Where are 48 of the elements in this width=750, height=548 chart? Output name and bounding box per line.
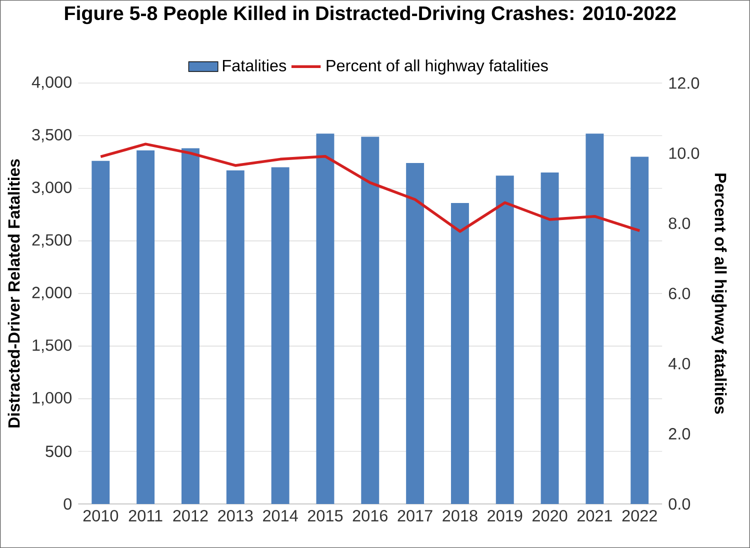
y2-tick-label: 12.0 — [669, 77, 700, 89]
bar — [586, 134, 604, 504]
y-tick-label: 1,500 — [32, 339, 72, 353]
y2-tick-label: 10.0 — [669, 147, 700, 159]
chart-title: Figure 5-8 People Killed in Distracted-Driving Crashes: 2010-2022 — [65, 6, 676, 24]
legend-label: Fatalities — [223, 59, 286, 72]
x-tick-label: 2013 — [218, 510, 253, 522]
x-tick-label: 2015 — [308, 510, 343, 522]
x-tick-label: 2014 — [263, 510, 298, 522]
y-tick-label: 0 — [64, 498, 72, 510]
bar — [630, 156, 649, 504]
legend-label: Percent of all highway fatalities — [326, 59, 548, 75]
bar — [226, 170, 244, 504]
x-tick-label: 2017 — [398, 510, 432, 522]
bar — [496, 176, 514, 504]
y-tick-label: 2,000 — [32, 286, 72, 300]
line-series — [99, 142, 641, 233]
y2-tick-label: 4.0 — [668, 358, 690, 370]
x-tick-label: 2022 — [622, 510, 657, 522]
y2-tick-label: 6.0 — [668, 288, 690, 300]
y2-tick-label: 0.0 — [668, 498, 690, 510]
y-tick-label: 4,000 — [32, 76, 72, 90]
x-tick-label: 2021 — [577, 510, 612, 522]
x-tick-label: 2011 — [128, 510, 162, 522]
bar — [406, 163, 424, 504]
y2-tick-label: 8.0 — [668, 218, 690, 230]
y-tick-label: 3,500 — [32, 128, 72, 142]
y-tick-label: 3,000 — [32, 182, 72, 195]
y-tick-label: 500 — [46, 446, 72, 458]
bar — [361, 136, 380, 504]
bar — [271, 167, 290, 504]
x-tick-label: 2012 — [173, 510, 208, 522]
bar — [540, 172, 559, 504]
y-tick-label: 2,500 — [32, 234, 72, 248]
x-tick-label: 2010 — [83, 510, 118, 522]
bar — [182, 148, 200, 504]
bar — [136, 150, 155, 504]
x-tick-label: 2020 — [532, 510, 568, 522]
y-axis-title: Distracted-Driver Related Fatalities — [8, 159, 20, 428]
bar — [92, 160, 110, 504]
bar — [316, 134, 334, 504]
x-tick-label: 2016 — [352, 510, 388, 522]
x-tick-label: 2018 — [442, 510, 478, 522]
bar — [450, 202, 469, 504]
y-tick-label: 1,000 — [32, 392, 72, 406]
y2-axis-title: Percent of all highway fatalities — [711, 174, 727, 414]
x-tick-label: 2019 — [488, 510, 522, 522]
y2-tick-label: 2.0 — [668, 428, 690, 440]
